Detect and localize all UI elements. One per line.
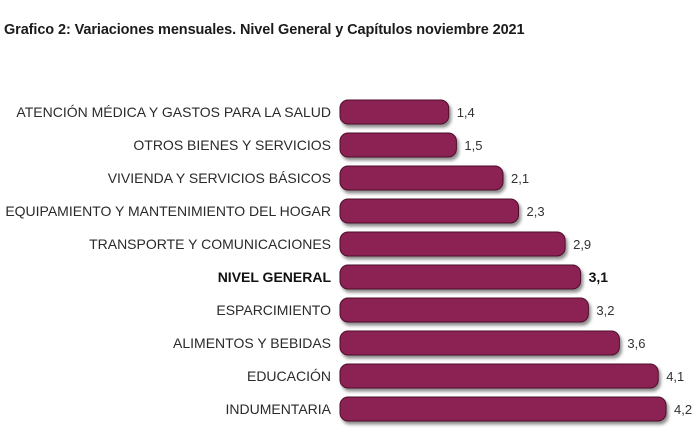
value-label-vivienda-y-servicios-basicos: 2,1 bbox=[511, 171, 529, 186]
category-label-transporte-y-comunicaciones: TRANSPORTE Y COMUNICACIONES bbox=[89, 236, 331, 252]
chart-title: Grafico 2: Variaciones mensuales. Nivel … bbox=[4, 22, 525, 38]
category-label-equipamiento-y-mantenimiento-del-hogar: EQUIPAMIENTO Y MANTENIMIENTO DEL HOGAR bbox=[5, 203, 331, 219]
bars-layer: ATENCIÓN MÉDICA Y GASTOS PARA LA SALUD 1,… bbox=[5, 99, 692, 422]
category-label-nivel-general: NIVEL GENERAL bbox=[218, 269, 332, 285]
bar-educacion bbox=[339, 363, 659, 389]
bar-alimentos-y-bebidas bbox=[339, 330, 620, 356]
value-label-indumentaria: 4,2 bbox=[674, 402, 692, 417]
value-label-educacion: 4,1 bbox=[666, 369, 684, 384]
value-label-alimentos-y-bebidas: 3,6 bbox=[627, 336, 645, 351]
category-label-atencion-medica-y-gastos-para-la-salud: ATENCIÓN MÉDICA Y GASTOS PARA LA SALUD bbox=[16, 104, 331, 120]
bar-esparcimiento bbox=[339, 297, 589, 323]
category-label-esparcimiento: ESPARCIMIENTO bbox=[216, 302, 331, 318]
category-label-otros-bienes-y-servicios: OTROS BIENES Y SERVICIOS bbox=[133, 137, 331, 153]
value-label-atencion-medica-y-gastos-para-la-salud: 1,4 bbox=[457, 105, 475, 120]
bar-atencion-medica-y-gastos-para-la-salud bbox=[339, 99, 450, 125]
bar-nivel-general bbox=[339, 264, 582, 290]
bar-otros-bienes-y-servicios bbox=[339, 132, 457, 158]
value-label-otros-bienes-y-servicios: 1,5 bbox=[464, 138, 482, 153]
value-label-transporte-y-comunicaciones: 2,9 bbox=[573, 237, 591, 252]
value-label-esparcimiento: 3,2 bbox=[596, 303, 614, 318]
bar-transporte-y-comunicaciones bbox=[339, 231, 566, 257]
category-label-alimentos-y-bebidas: ALIMENTOS Y BEBIDAS bbox=[173, 335, 331, 351]
value-label-equipamiento-y-mantenimiento-del-hogar: 2,3 bbox=[527, 204, 545, 219]
value-label-nivel-general: 3,1 bbox=[589, 269, 609, 285]
category-label-indumentaria: INDUMENTARIA bbox=[225, 401, 331, 417]
bar-vivienda-y-servicios-basicos bbox=[339, 165, 504, 191]
bar-indumentaria bbox=[339, 396, 667, 422]
category-label-vivienda-y-servicios-basicos: VIVIENDA Y SERVICIOS BÁSICOS bbox=[108, 170, 331, 186]
category-label-educacion: EDUCACIÓN bbox=[247, 368, 331, 384]
bar-equipamiento-y-mantenimiento-del-hogar bbox=[339, 198, 519, 224]
